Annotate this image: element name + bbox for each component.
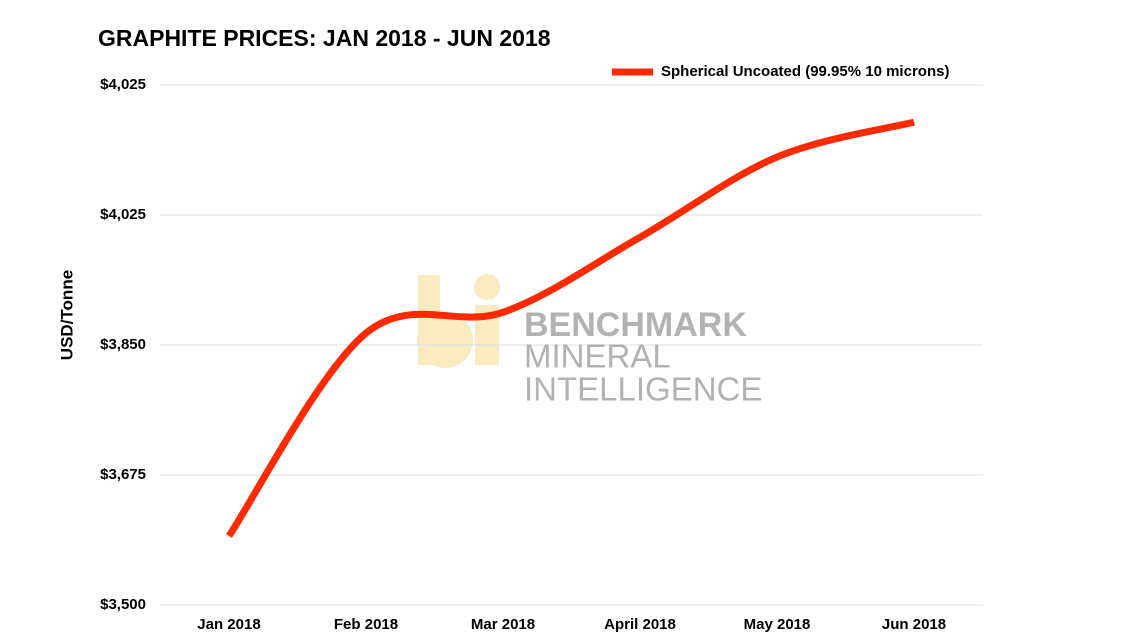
chart-title: GRAPHITE PRICES: JAN 2018 - JUN 2018 [98,25,551,51]
x-tick-label: Jun 2018 [882,616,946,633]
y-tick-label: $4,025 [100,76,146,93]
y-axis-label: USD/Tonne [57,270,76,360]
x-tick-label: Mar 2018 [471,616,535,633]
y-tick-label: $3,850 [100,336,146,353]
x-tick-label: Jan 2018 [197,616,260,633]
y-tick-label: $3,500 [100,596,146,613]
watermark-text: MINERAL [524,338,671,375]
x-tick-label: Feb 2018 [334,616,398,633]
legend-label: Spherical Uncoated (99.95% 10 microns) [661,63,949,80]
watermark-text: BENCHMARK [524,306,747,344]
x-tick-label: May 2018 [744,616,811,633]
line-series [226,118,915,538]
watermark-logo [417,274,500,368]
y-tick-label: $4,025 [100,206,146,223]
x-tick-label: April 2018 [604,616,676,633]
watermark-text: INTELLIGENCE [524,371,762,408]
y-tick-label: $3,675 [100,466,146,483]
